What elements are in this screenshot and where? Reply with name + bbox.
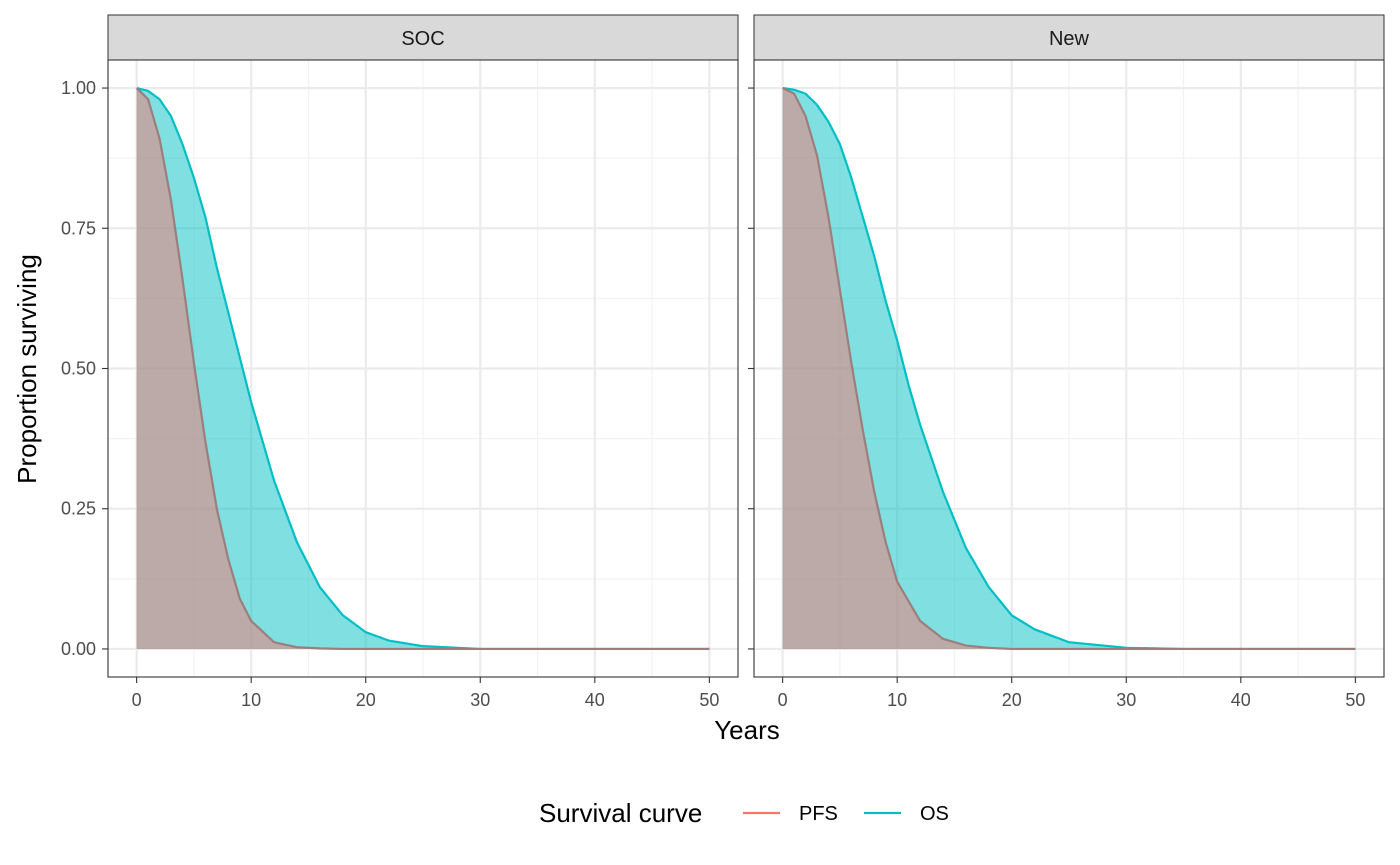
line-pfs [135,87,710,651]
y-tick-label: 0.00 [61,639,96,659]
facet-panel-new: New 0 10 20 30 40 50 [748,14,1385,710]
facet-strip [753,14,1385,61]
y-tick-label: 0.50 [61,359,96,379]
x-tick-label: 20 [356,690,376,710]
legend-label-os: OS [920,803,949,825]
x-tick-label: 30 [1116,690,1136,710]
legend-title: Survival curve [539,798,702,828]
y-tick-label: 1.00 [61,78,96,98]
area-os [782,88,1356,649]
line-pfs [782,87,1356,651]
x-tick-label: 10 [887,690,907,710]
x-tick-label: 0 [132,690,142,710]
area-pfs [136,88,710,649]
x-axis-title: Years [714,715,780,745]
x-tick-label: 0 [778,690,788,710]
x-tick-label: 50 [699,690,719,710]
x-tick-label: 30 [470,690,490,710]
x-tick-label: 20 [1002,690,1022,710]
y-axis-title: Proportion surviving [12,254,42,484]
facet-strip [107,14,739,61]
legend-label-pfs: PFS [799,803,838,825]
facet-panel-soc: SOC 0 10 20 30 40 50 0.00 0.25 0.50 0.75 1.00 [61,14,739,710]
y-tick-label: 0.75 [61,218,96,238]
area-pfs [782,88,1356,649]
line-os [782,86,1356,651]
facet-panels: SOC 0 10 20 30 40 50 0.00 0.25 0.50 0.75 1.00 New 0 10… [61,14,1385,710]
x-tick-label: 40 [1231,690,1251,710]
area-os [136,88,710,649]
facet-strip-label: New [1049,28,1090,50]
x-tick-label: 50 [1345,690,1365,710]
legend: Survival curve PFS OS [539,798,949,828]
x-tick-label: 40 [585,690,605,710]
y-tick-label: 0.25 [61,499,96,519]
x-tick-label: 10 [241,690,261,710]
facet-strip-label: SOC [401,28,444,50]
line-os [136,86,710,651]
